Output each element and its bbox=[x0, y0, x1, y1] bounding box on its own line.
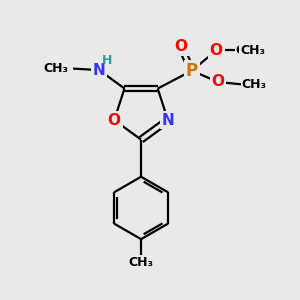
Text: CH₃: CH₃ bbox=[236, 44, 261, 57]
Text: P: P bbox=[186, 62, 198, 80]
Text: CH₃: CH₃ bbox=[242, 78, 267, 91]
Text: N: N bbox=[93, 63, 106, 78]
Text: CH₃: CH₃ bbox=[240, 44, 265, 57]
Text: CH₃: CH₃ bbox=[44, 62, 69, 75]
Text: O: O bbox=[174, 39, 187, 54]
Text: O: O bbox=[108, 112, 121, 128]
Text: O: O bbox=[210, 43, 223, 58]
Text: CH₃: CH₃ bbox=[129, 256, 154, 268]
Text: H: H bbox=[101, 54, 112, 67]
Text: O: O bbox=[212, 74, 224, 89]
Text: N: N bbox=[162, 112, 174, 128]
